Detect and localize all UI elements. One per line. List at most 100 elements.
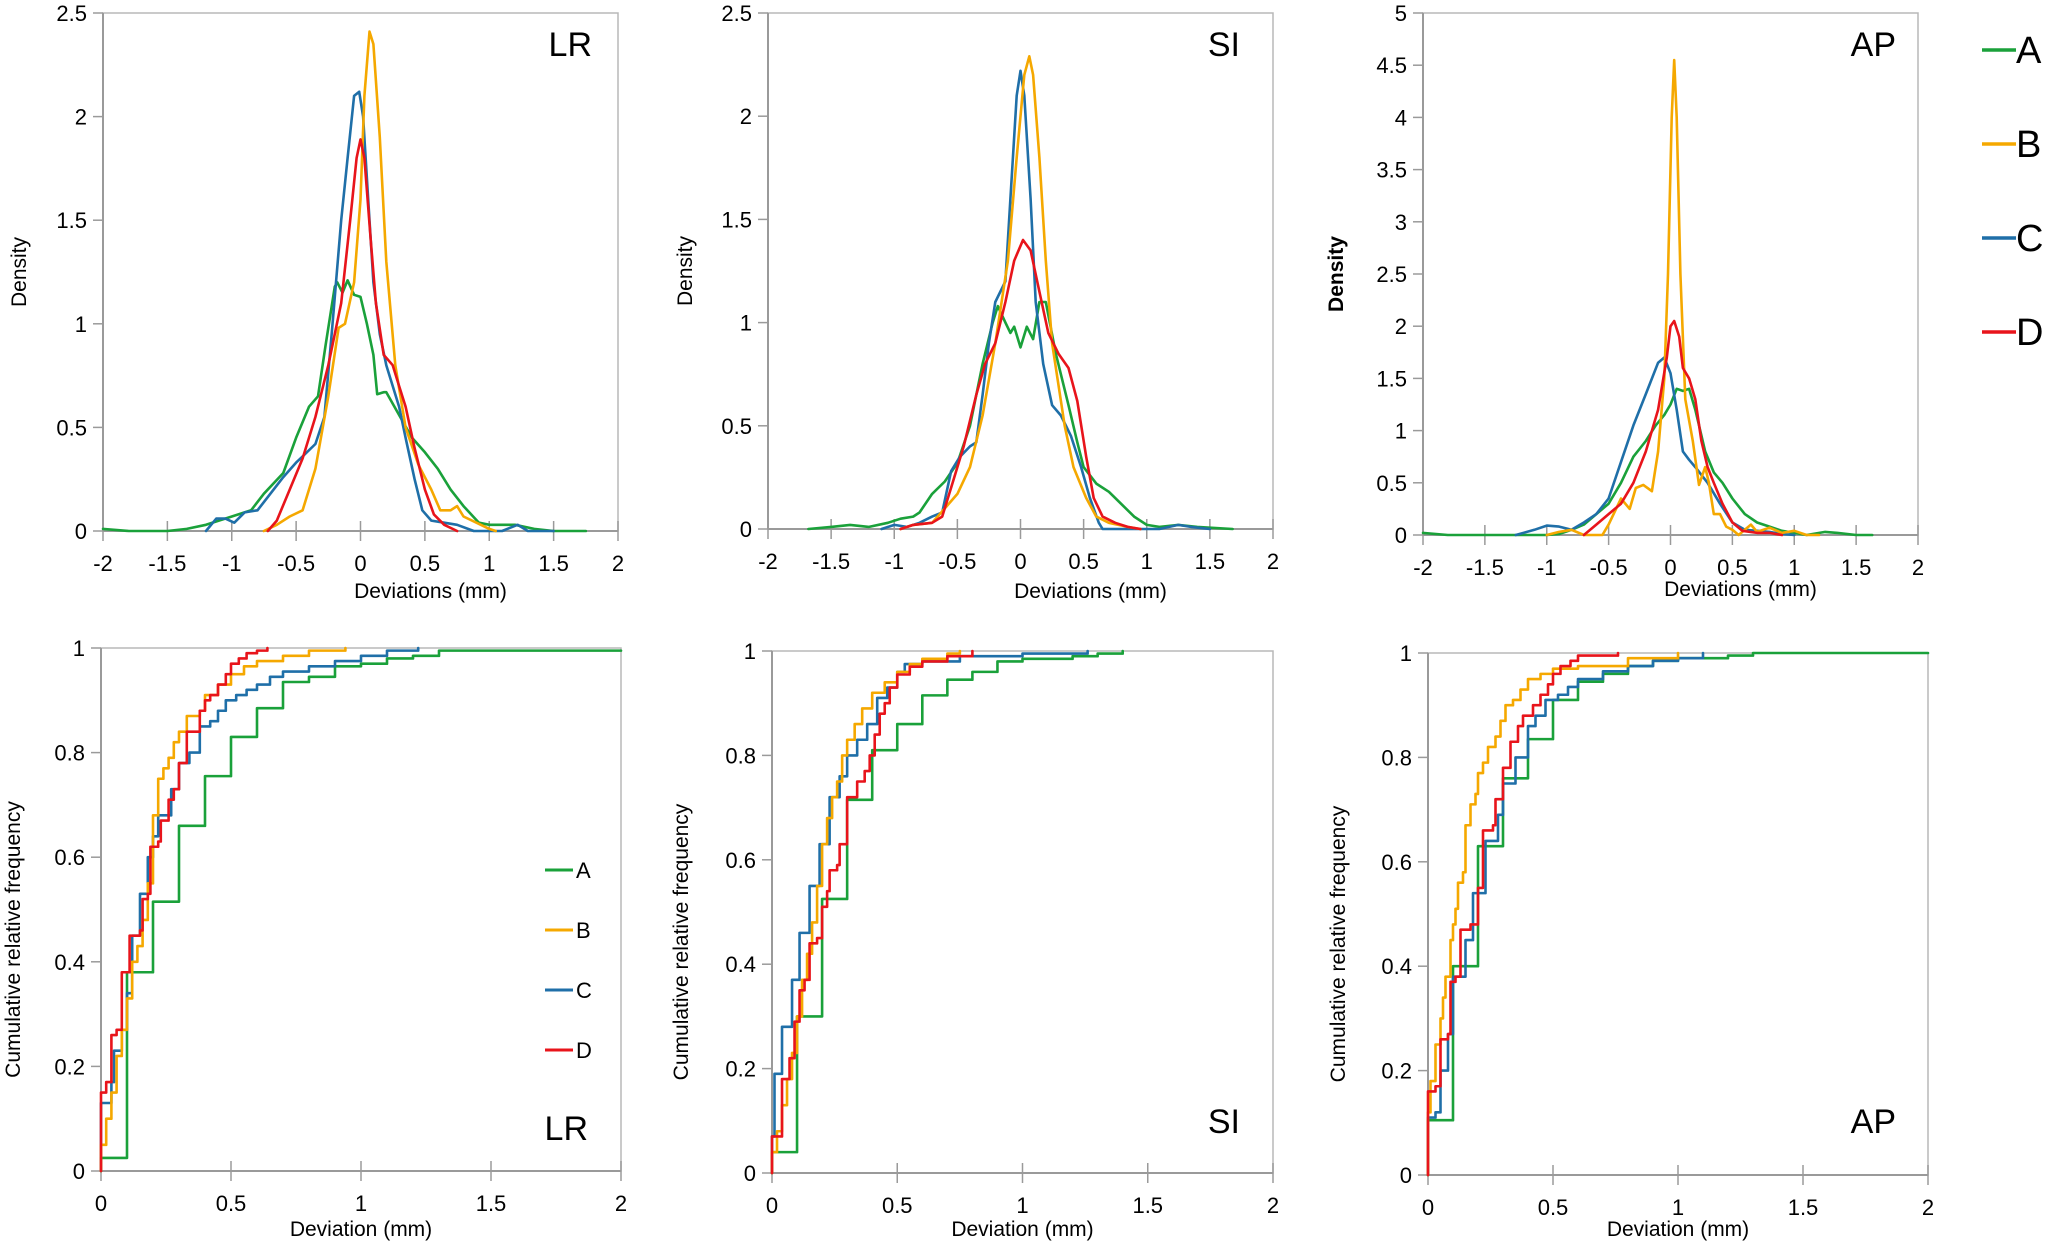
x-tick-label: 0 xyxy=(1422,1195,1434,1220)
y-tick-label: 2.5 xyxy=(721,1,752,26)
x-tick-label: -2 xyxy=(93,551,113,576)
x-tick-label: -1.5 xyxy=(1466,555,1504,580)
x-tick-label: 1 xyxy=(1788,555,1800,580)
y-axis-title: Density xyxy=(1325,236,1348,312)
plot-frame xyxy=(102,12,619,532)
series-line-d xyxy=(266,138,459,533)
x-tick-label: 1 xyxy=(1016,1193,1028,1218)
x-tick-label: -1 xyxy=(884,549,904,574)
y-tick-label: 1 xyxy=(744,639,756,664)
y-tick-label: 0.5 xyxy=(721,414,752,439)
panel-label: LR xyxy=(549,26,592,64)
series-line-c xyxy=(770,649,1089,1175)
legend-label-d: D xyxy=(576,1038,592,1063)
series-line-d xyxy=(1426,651,1620,1177)
x-tick-label: 0 xyxy=(95,1191,107,1216)
x-tick-label: 1.5 xyxy=(1195,549,1226,574)
x-tick-label: -1 xyxy=(1537,555,1557,580)
legend-label-a: A xyxy=(2016,30,2042,72)
x-tick-label: 2 xyxy=(1267,1193,1279,1218)
x-tick-label: 0.5 xyxy=(882,1193,913,1218)
series-line-a xyxy=(1421,387,1874,537)
x-tick-label: 1.5 xyxy=(1132,1193,1163,1218)
y-tick-label: 1 xyxy=(1400,641,1412,666)
x-tick-label: -2 xyxy=(758,549,778,574)
x-tick-label: -0.5 xyxy=(938,549,976,574)
y-tick-label: 0.8 xyxy=(54,741,85,766)
y-axis-title: Cumulative relative frequency xyxy=(670,803,693,1080)
plot-frame xyxy=(771,650,1274,1174)
density-si-panel: -2 -1.5 -1 -0.5 0 0.5 1 1.5 2 0 0.5 1 1.5 2 2.5 Deviati… xyxy=(674,1,1279,603)
y-tick-label: 2 xyxy=(1395,314,1407,339)
legend-item-a: A xyxy=(545,858,591,883)
y-tick-label: 0.6 xyxy=(1381,850,1412,875)
y-axis-title: Cumulative relative frequency xyxy=(1327,805,1350,1082)
x-axis-title: Deviation (mm) xyxy=(1607,1218,1749,1241)
y-tick-label: 0.2 xyxy=(54,1054,85,1079)
x-tick-label: 1.5 xyxy=(1841,555,1872,580)
y-tick-label: 3 xyxy=(1395,210,1407,235)
y-tick-label: 2.5 xyxy=(1376,262,1407,287)
y-tick-label: 0.2 xyxy=(725,1057,756,1082)
series-line-d xyxy=(99,646,269,1173)
x-axis-title: Deviations (mm) xyxy=(354,580,507,603)
y-tick-label: 0 xyxy=(1395,523,1407,548)
x-tick-label: 0 xyxy=(1664,555,1676,580)
legend-item-b: B xyxy=(1982,124,2041,166)
plot-frame xyxy=(767,12,1274,530)
panel-label: AP xyxy=(1851,1103,1896,1141)
panel-label: LR xyxy=(545,1110,588,1148)
y-tick-label: 1 xyxy=(740,311,752,336)
y-tick-label: 0.8 xyxy=(1381,745,1412,770)
x-tick-label: 2 xyxy=(615,1191,627,1216)
series-line-b xyxy=(899,55,1142,531)
series-line-d xyxy=(899,238,1142,531)
y-tick-label: 0 xyxy=(744,1161,756,1186)
plot-frame xyxy=(1427,652,1929,1176)
x-tick-label: 2 xyxy=(612,551,624,576)
series-line-c xyxy=(1514,356,1796,537)
x-tick-label: 1.5 xyxy=(538,551,569,576)
x-axis-title: Deviations (mm) xyxy=(1664,578,1817,601)
density-lr-panel: -2 -1.5 -1 -0.5 0 0.5 1 1.5 2 0 0.5 1 1.5 2 2.5 Deviati… xyxy=(8,1,624,603)
y-tick-label: 2.5 xyxy=(56,1,87,26)
series-line-b xyxy=(1426,651,1680,1177)
x-tick-label: -0.5 xyxy=(277,551,315,576)
y-axis-title: Density xyxy=(674,235,697,306)
series-line-c xyxy=(1426,651,1705,1177)
y-tick-label: 1.5 xyxy=(56,208,87,233)
legend-item-d: D xyxy=(545,1038,592,1063)
y-tick-label: 1 xyxy=(1395,419,1407,444)
y-tick-label: 0.6 xyxy=(725,848,756,873)
x-axis-title: Deviation (mm) xyxy=(951,1218,1093,1241)
legend-item-a: A xyxy=(1982,30,2042,72)
y-tick-label: 2 xyxy=(740,104,752,129)
x-tick-label: 1.5 xyxy=(476,1191,507,1216)
x-tick-label: 1 xyxy=(483,551,495,576)
x-tick-label: 0.5 xyxy=(410,551,441,576)
y-tick-label: 3.5 xyxy=(1376,158,1407,183)
legend-item-c: C xyxy=(545,978,592,1003)
x-tick-label: -1 xyxy=(222,551,242,576)
plot-frame xyxy=(1422,12,1919,536)
y-tick-label: 4.5 xyxy=(1376,53,1407,78)
legend-label-d: D xyxy=(2016,312,2043,354)
y-axis-title: Cumulative relative frequency xyxy=(2,801,25,1078)
x-tick-label: 0 xyxy=(766,1193,778,1218)
x-tick-label: 0.5 xyxy=(1717,555,1748,580)
y-tick-label: 0.4 xyxy=(54,950,85,975)
x-tick-label: 0.5 xyxy=(1538,1195,1569,1220)
series-line-b xyxy=(1545,58,1821,537)
y-tick-label: 2 xyxy=(75,105,87,130)
x-tick-label: 2 xyxy=(1912,555,1924,580)
series-line-a xyxy=(99,649,623,1173)
y-tick-label: 1.5 xyxy=(1376,366,1407,391)
plot-frame xyxy=(100,647,622,1172)
x-tick-label: -1.5 xyxy=(812,549,850,574)
y-tick-label: 0.4 xyxy=(725,952,756,977)
x-tick-label: 1 xyxy=(355,1191,367,1216)
series-line-b xyxy=(262,30,497,533)
